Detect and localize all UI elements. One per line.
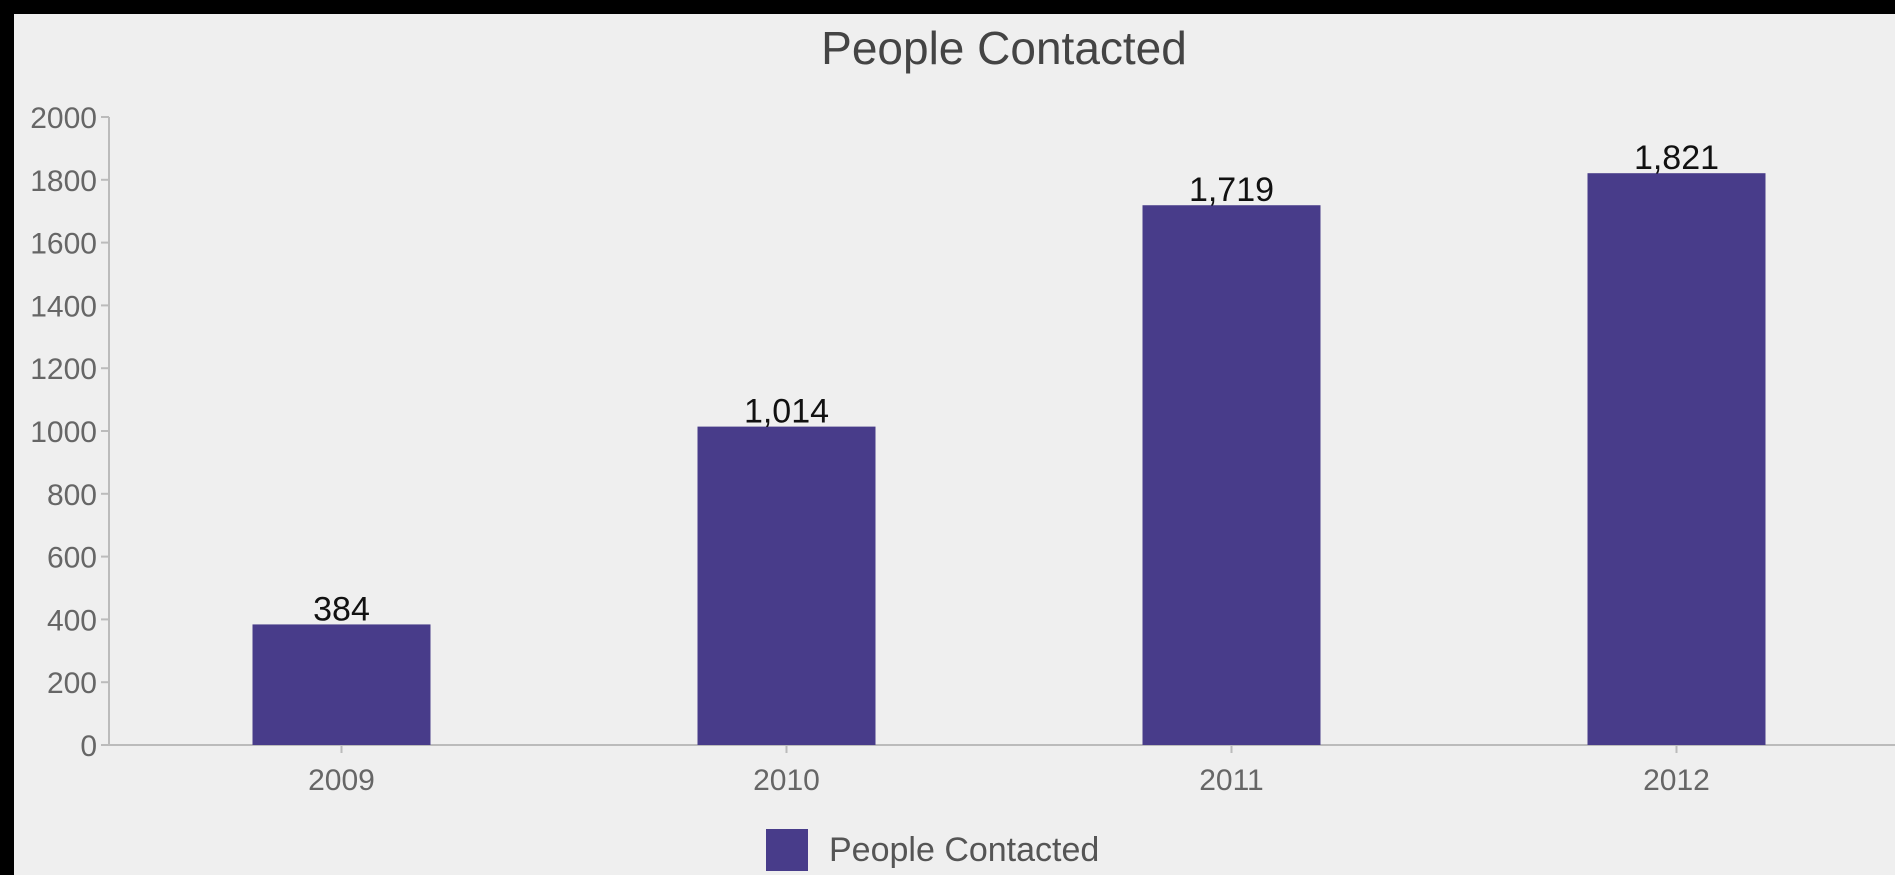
y-tick-label: 1800 [30, 165, 97, 198]
y-tick-label: 1400 [30, 290, 97, 323]
bar-2009[interactable] [252, 624, 431, 745]
bar-2012[interactable] [1587, 173, 1766, 745]
y-tick-label: 1200 [30, 353, 97, 386]
legend-swatch [766, 829, 808, 871]
x-tick-label: 2010 [753, 764, 820, 797]
bar-chart: People Contacted 0 200 400 600 800 1000 1200 14… [30, 22, 1895, 871]
data-label-2009: 384 [313, 590, 370, 628]
legend-label: People Contacted [829, 831, 1099, 869]
y-tick-label: 600 [47, 542, 97, 575]
x-tick-label: 2011 [1199, 764, 1264, 797]
data-label-2011: 1,719 [1189, 171, 1274, 209]
data-label-2010: 1,014 [744, 393, 829, 431]
bar-2011[interactable] [1142, 205, 1321, 745]
bar-2010[interactable] [697, 426, 876, 745]
chart-frame: People Contacted 0 200 400 600 800 1000 1200 14… [14, 14, 1895, 875]
y-tick-label: 400 [47, 604, 97, 637]
data-label-2012: 1,821 [1634, 139, 1719, 177]
data-labels: 384 1,014 1,719 1,821 [313, 139, 1719, 628]
x-tick-label: 2012 [1643, 764, 1710, 797]
chart-title: People Contacted [821, 22, 1187, 74]
y-axis: 0 200 400 600 800 1000 1200 1400 1600 1800 2000 [30, 102, 110, 763]
x-axis: 2009 2010 2011 2012 [109, 744, 1895, 797]
y-tick-label: 0 [80, 730, 97, 763]
y-tick-label: 1000 [30, 416, 97, 449]
x-tick-label: 2009 [308, 764, 375, 797]
legend[interactable]: People Contacted [766, 829, 1099, 871]
y-tick-label: 800 [47, 479, 97, 512]
y-tick-label: 200 [47, 667, 97, 700]
bar-series [252, 173, 1766, 745]
y-tick-label: 2000 [30, 102, 97, 135]
y-tick-label: 1600 [30, 228, 97, 261]
